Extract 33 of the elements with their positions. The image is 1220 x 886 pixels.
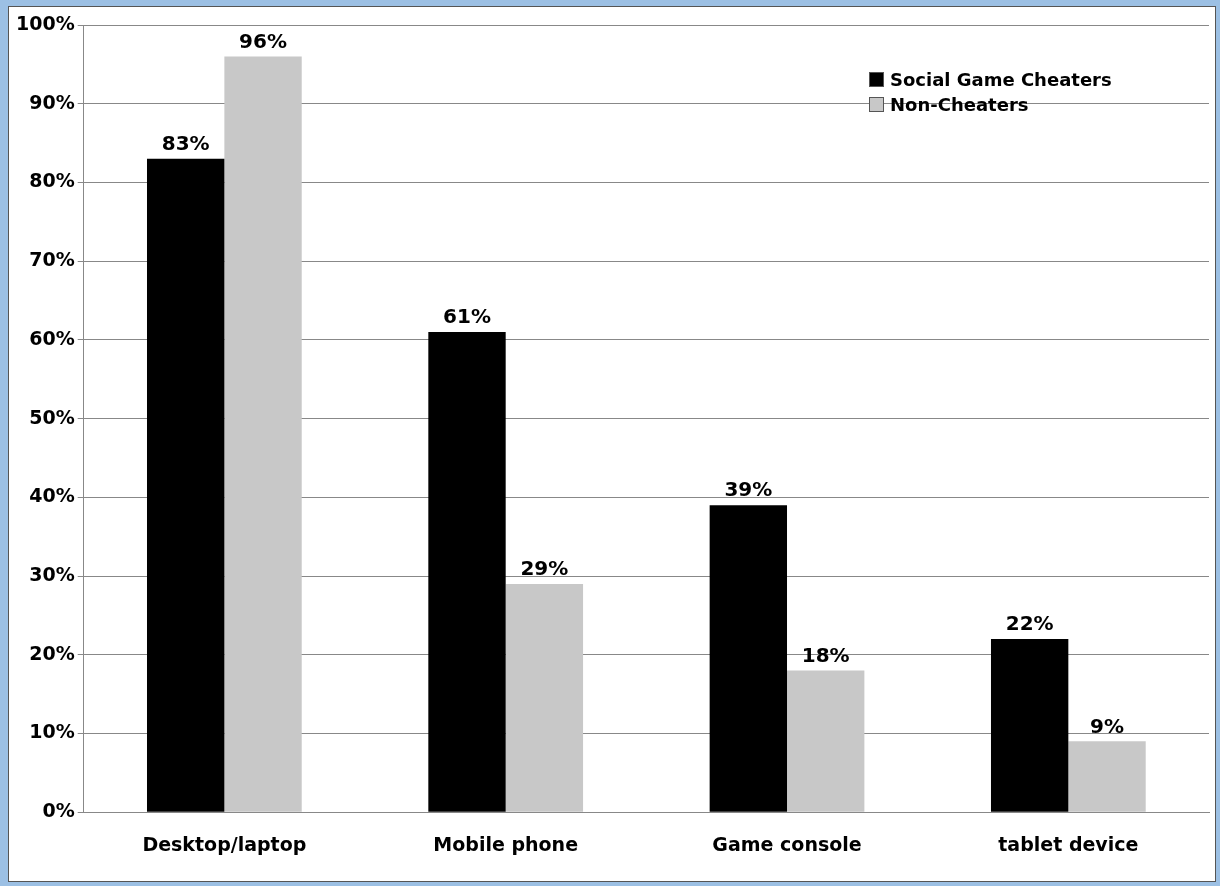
- legend-label: Social Game Cheaters: [890, 69, 1112, 90]
- y-tick-label: 90%: [29, 90, 75, 113]
- bar: [990, 639, 1069, 812]
- y-tick-label: 40%: [29, 484, 75, 507]
- x-tick-label: Game console: [712, 832, 862, 855]
- y-tick-label: 60%: [29, 326, 75, 349]
- text: 39%: [724, 477, 773, 502]
- bar: [428, 332, 506, 812]
- y-tick-label: 10%: [29, 720, 75, 743]
- y-tick-label: 50%: [29, 405, 75, 428]
- y-tick-label: 70%: [29, 248, 75, 271]
- x-tick-label: Mobile phone: [433, 832, 579, 855]
- bar: [505, 583, 584, 812]
- text: 18%: [801, 642, 850, 667]
- bar: [224, 56, 302, 812]
- y-tick-label: 80%: [29, 169, 75, 192]
- text: 29%: [520, 556, 569, 581]
- bar: [1068, 741, 1146, 812]
- bar: [709, 505, 788, 812]
- x-tick-label: Desktop/laptop: [142, 832, 307, 855]
- bar: [787, 670, 865, 812]
- bar: [147, 158, 225, 812]
- text: 22%: [1005, 611, 1054, 636]
- y-tick-label: 30%: [29, 562, 75, 585]
- text: 9%: [1090, 713, 1124, 738]
- y-tick-label: 20%: [29, 641, 75, 664]
- text: 96%: [239, 28, 287, 53]
- y-tick-label: 100%: [15, 11, 75, 34]
- text: 61%: [443, 304, 491, 329]
- y-tick-label: 0%: [42, 799, 75, 822]
- legend-label: Non-Cheaters: [890, 94, 1029, 115]
- x-tick-label: tablet device: [998, 832, 1139, 855]
- text: 83%: [161, 131, 210, 156]
